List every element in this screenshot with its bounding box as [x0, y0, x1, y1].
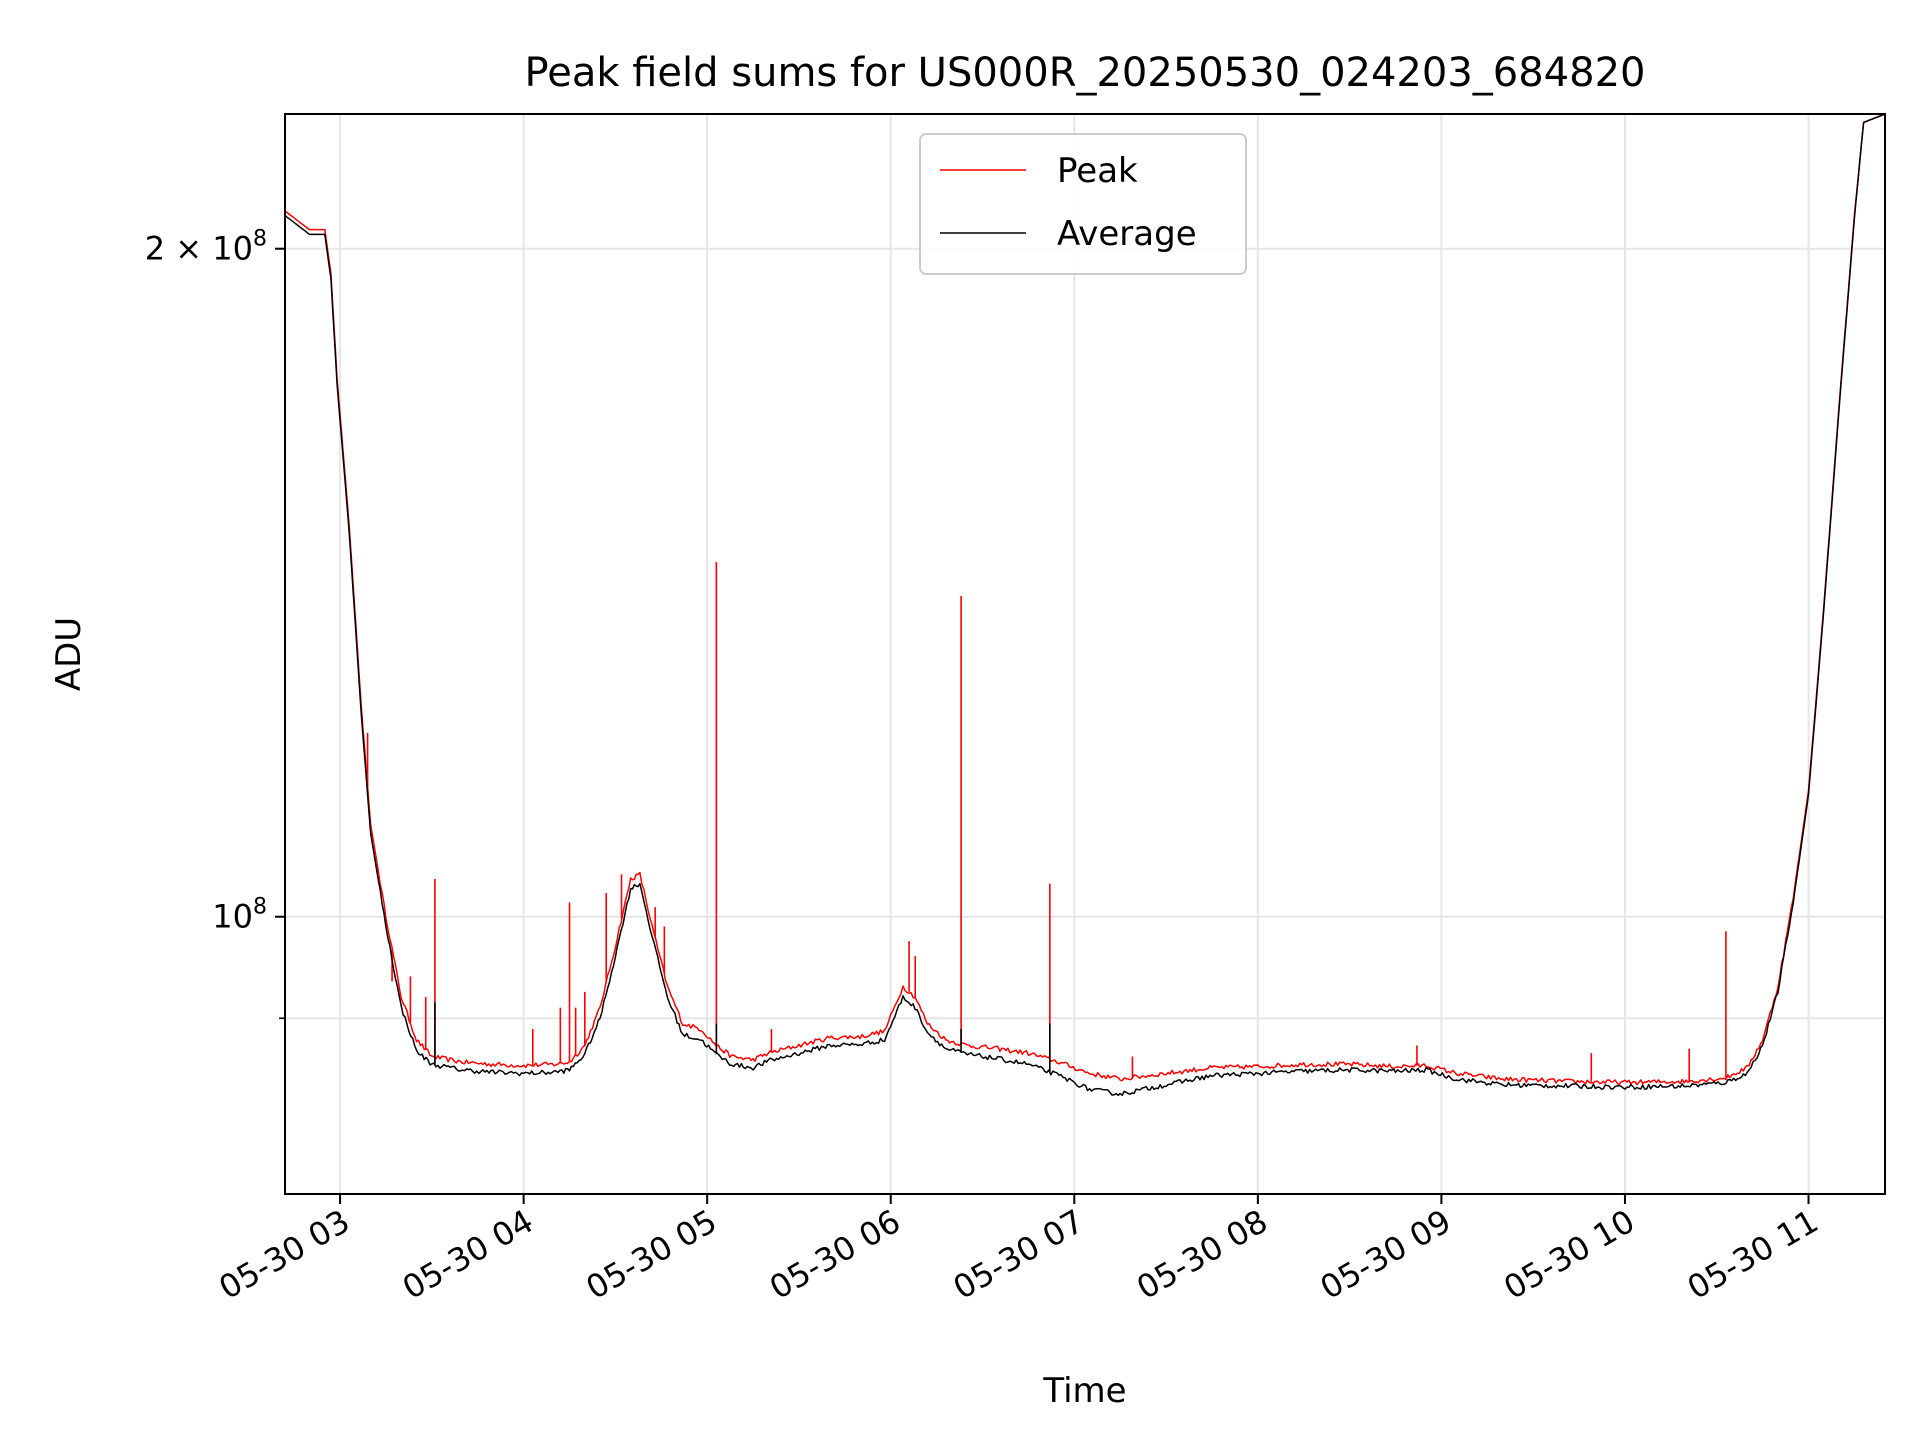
- plot-area-frame: [284, 113, 1886, 1195]
- series-line-peak: [284, 113, 1886, 1086]
- x-axis-label: Time: [1042, 1371, 1126, 1411]
- y-tick-base: 10: [212, 898, 253, 936]
- legend: Peak Average: [919, 133, 1247, 275]
- legend-label-average: Average: [1057, 214, 1197, 254]
- chart-title: Peak field sums for US000R_20250530_0242…: [525, 50, 1646, 96]
- y-axis-label: ADU: [49, 617, 89, 691]
- y-tick-base: 10: [212, 230, 253, 268]
- y-tick-label: 108: [212, 895, 267, 936]
- legend-box: [919, 133, 1247, 275]
- y-tick-coefficient: 2 ×: [145, 230, 213, 268]
- y-tick-exponent: 8: [253, 895, 267, 920]
- y-tick-exponent: 8: [253, 227, 267, 252]
- series-layer: [284, 113, 1886, 1097]
- legend-label-peak: Peak: [1057, 151, 1138, 191]
- series-line-average: [284, 113, 1886, 1097]
- y-tick-label: 2 × 108: [145, 227, 267, 268]
